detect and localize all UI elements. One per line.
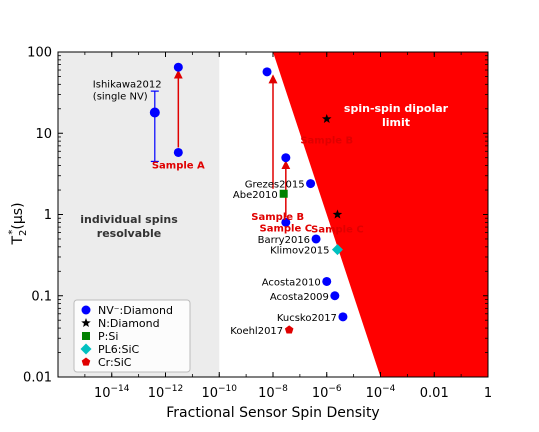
- x-tick-label-base: 10: [312, 386, 329, 401]
- x-tick-label: 10−12: [148, 384, 184, 401]
- point-label: Klimov2015: [270, 246, 329, 257]
- legend-label: N:Diamond: [98, 317, 160, 330]
- data-point: [332, 209, 343, 219]
- data-point: [262, 67, 272, 77]
- legend-label: PL6:SiC: [98, 343, 140, 356]
- y-tick-label: 0.01: [23, 371, 52, 386]
- point-label: Acosta2009: [270, 292, 329, 303]
- legend-marker: [81, 305, 91, 315]
- x-tick-label-exponent: −8: [275, 384, 289, 394]
- data-point: [331, 244, 343, 256]
- data-point: [321, 113, 332, 123]
- point-label-line: (single NV): [93, 92, 148, 103]
- individual-spins-label-line: resolvable: [97, 227, 161, 240]
- y-tick-label: 1: [44, 208, 52, 223]
- legend-box: [73, 299, 191, 373]
- data-point: [173, 62, 183, 72]
- point-label: Ishikawa2012 (single NV): [93, 80, 162, 103]
- sample-label: Sample B: [251, 212, 304, 223]
- x-tick-label-exponent: −6: [328, 384, 342, 394]
- legend-label: NV⁻:Diamond: [98, 304, 173, 317]
- data-point: [322, 276, 332, 286]
- dipolar-limit-label: spin-spin dipolar limit: [344, 102, 449, 129]
- data-point: [338, 312, 348, 322]
- data-point: [284, 325, 294, 334]
- x-tick-label-base: 10: [148, 386, 165, 401]
- data-point: [330, 291, 340, 301]
- point-label: Kucsko2017: [277, 313, 337, 324]
- x-tick-label: 10−6: [312, 384, 342, 401]
- x-tick-label-exponent: −10: [218, 384, 237, 394]
- point-label-line: Ishikawa2012: [93, 80, 162, 91]
- dipolar-limit-label-line: spin-spin dipolar: [344, 102, 449, 115]
- data-point: [306, 179, 316, 189]
- x-tick-label-exponent: −12: [164, 384, 183, 394]
- point-label: Barry2016: [258, 235, 310, 246]
- sample-label: Sample C: [260, 223, 313, 234]
- data-point: [173, 147, 183, 157]
- y-tick-label: 0.1: [31, 289, 52, 304]
- sample-label: Sample B: [300, 135, 353, 146]
- sample-label: Sample C: [311, 225, 364, 236]
- legend-marker: [82, 332, 90, 340]
- x-tick-label: 10−4: [366, 384, 396, 401]
- legend-marker: [81, 357, 91, 366]
- point-label: Koehl2017: [230, 326, 283, 337]
- legend-label: P:Si: [98, 330, 118, 343]
- dipolar-limit-label-line: limit: [382, 116, 410, 129]
- point-label: Grezes2015: [245, 180, 305, 191]
- x-tick-label-exponent: −14: [111, 384, 130, 394]
- y-tick-label: 10: [35, 127, 52, 142]
- x-tick-label-exponent: −4: [382, 384, 396, 394]
- data-point: [311, 234, 321, 244]
- y-tick-label: 100: [27, 46, 52, 61]
- x-tick-label: 10−8: [258, 384, 288, 401]
- x-tick-label: 10−10: [201, 384, 237, 401]
- x-tick-label: 1: [484, 386, 492, 401]
- legend-marker: [81, 318, 91, 328]
- data-point: [281, 217, 291, 227]
- y-axis-title-main: T: [10, 236, 26, 246]
- data-point: [279, 189, 288, 198]
- y-axis-title-unit: (µs): [10, 202, 26, 229]
- legend-label: Cr:SiC: [98, 356, 132, 369]
- x-tick-label-base: 10: [366, 386, 383, 401]
- sample-label: Sample A: [152, 160, 205, 171]
- individual-spins-label-line: individual spins: [80, 213, 178, 226]
- point-label: Acosta2010: [262, 277, 321, 288]
- data-point: [149, 107, 160, 118]
- x-tick-label: 10−14: [94, 384, 130, 401]
- individual-spins-label: individual spins resolvable: [80, 213, 178, 240]
- data-point: [281, 153, 291, 163]
- x-tick-label-base: 10: [201, 386, 218, 401]
- x-tick-label: 0.01: [420, 386, 449, 401]
- x-tick-label-base: 10: [94, 386, 111, 401]
- y-axis-title-sup: *: [7, 230, 18, 235]
- legend-marker: [80, 343, 92, 355]
- x-tick-label-base: 10: [258, 386, 275, 401]
- dipolar-limit-region: [273, 52, 488, 377]
- y-axis-title-sub: 2: [18, 230, 29, 236]
- y-axis-title: T2*(µs): [7, 202, 29, 245]
- x-axis-title: Fractional Sensor Spin Density: [166, 405, 379, 421]
- point-label: Abe2010: [233, 190, 278, 201]
